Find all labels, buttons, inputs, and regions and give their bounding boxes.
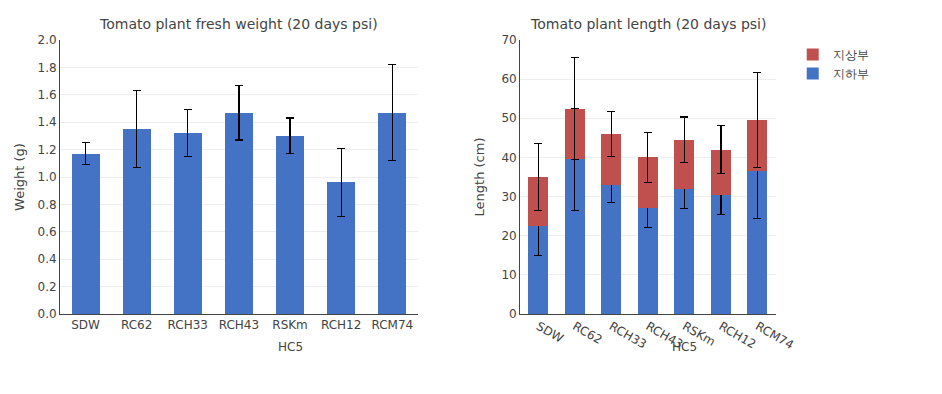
svg-text:RCM74: RCM74 (371, 318, 413, 332)
svg-text:10: 10 (501, 268, 516, 282)
svg-text:1.6: 1.6 (38, 88, 57, 102)
svg-text:Tomato plant fresh weight (20: Tomato plant fresh weight (20 days psi) (99, 16, 378, 32)
svg-text:0: 0 (509, 307, 517, 321)
svg-text:RCH12: RCH12 (321, 318, 361, 332)
svg-text:70: 70 (501, 33, 516, 47)
svg-text:HC5: HC5 (278, 340, 303, 354)
svg-text:Tomato plant length (20 days p: Tomato plant length (20 days psi) (530, 16, 766, 32)
svg-text:Weight (g): Weight (g) (12, 143, 27, 211)
svg-text:RC62: RC62 (570, 319, 604, 347)
svg-text:1.2: 1.2 (38, 143, 57, 157)
svg-text:1.8: 1.8 (38, 61, 57, 75)
svg-text:RCH12: RCH12 (716, 319, 758, 351)
svg-text:RCH33: RCH33 (168, 318, 208, 332)
svg-text:30: 30 (501, 190, 516, 204)
svg-text:RSKm: RSKm (680, 319, 718, 349)
svg-text:지하부: 지하부 (833, 67, 869, 81)
svg-text:지상부: 지상부 (833, 48, 869, 62)
svg-text:RCH33: RCH33 (607, 319, 649, 351)
svg-text:0.8: 0.8 (38, 198, 57, 212)
svg-text:HC5: HC5 (672, 340, 697, 354)
svg-text:RC62: RC62 (121, 318, 152, 332)
svg-text:RSKm: RSKm (272, 318, 308, 332)
svg-text:RCH43: RCH43 (219, 318, 259, 332)
svg-text:0.6: 0.6 (38, 225, 57, 239)
svg-text:40: 40 (501, 151, 516, 165)
svg-text:20: 20 (501, 229, 516, 243)
svg-text:0.4: 0.4 (38, 252, 57, 266)
svg-text:SDW: SDW (534, 319, 566, 346)
svg-text:60: 60 (501, 72, 516, 86)
svg-text:RCM74: RCM74 (753, 319, 796, 352)
svg-text:0.0: 0.0 (38, 307, 57, 321)
svg-text:Length (cm): Length (cm) (472, 138, 487, 217)
svg-text:SDW: SDW (71, 318, 100, 332)
svg-text:0.2: 0.2 (38, 280, 57, 294)
svg-text:1.0: 1.0 (38, 170, 57, 184)
svg-text:2.0: 2.0 (38, 33, 57, 47)
svg-text:1.4: 1.4 (38, 115, 57, 129)
svg-text:RCH43: RCH43 (643, 319, 685, 351)
svg-text:50: 50 (501, 111, 516, 125)
